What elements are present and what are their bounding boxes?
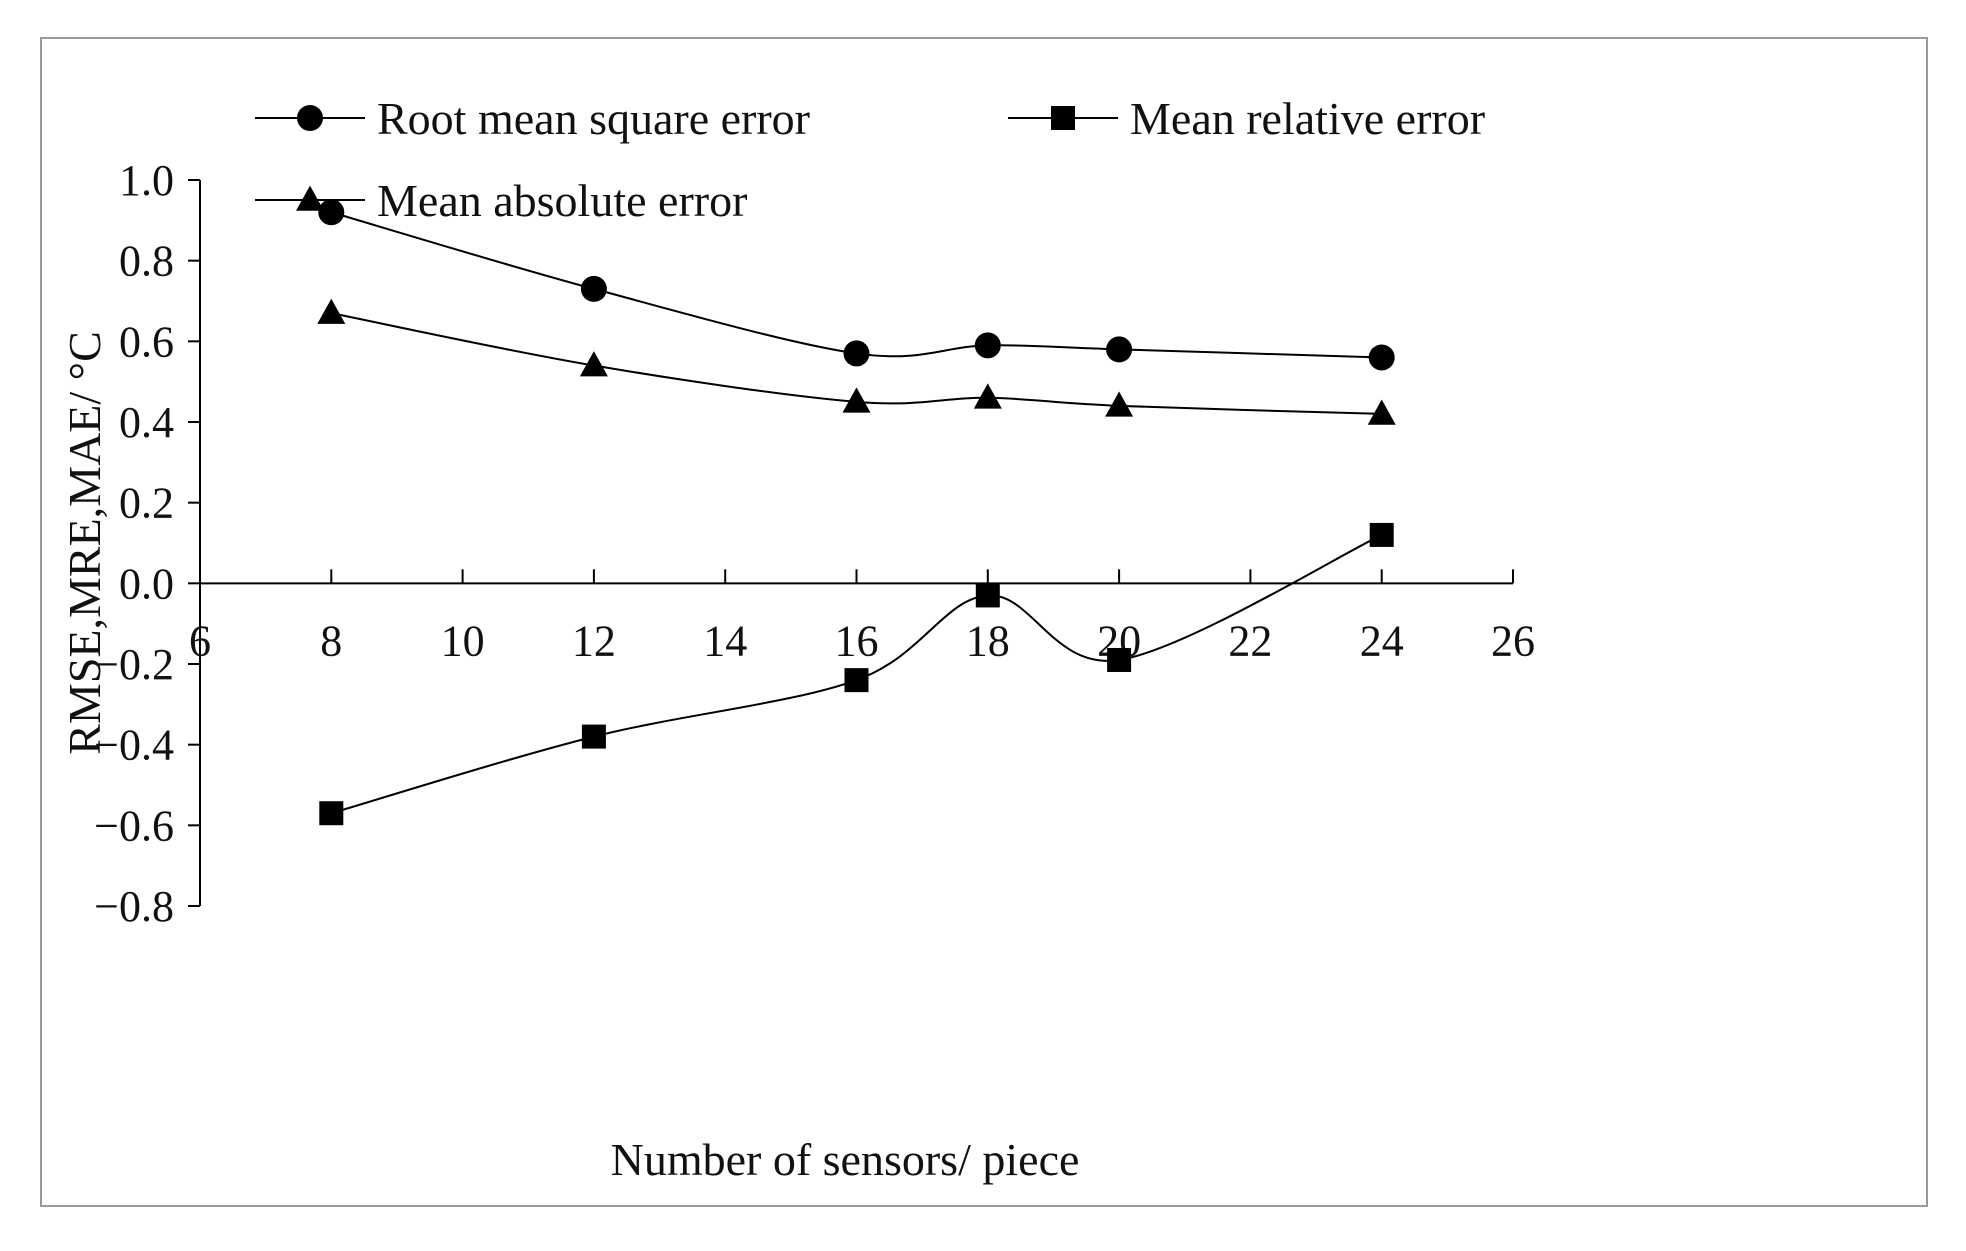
circle-point <box>843 340 870 367</box>
series-line-circle <box>331 211 1382 359</box>
legend-label: Root mean square error <box>377 93 810 144</box>
x-tick-label: 12 <box>572 616 616 665</box>
series-circle <box>318 199 1395 371</box>
series-square <box>319 522 1394 826</box>
y-tick-label: 0.8 <box>119 237 174 286</box>
series-triangle <box>317 298 1396 425</box>
square-point <box>1369 522 1394 547</box>
y-tick-label: 0.2 <box>119 479 174 528</box>
x-tick-label: 10 <box>441 616 485 665</box>
x-tick-label: 14 <box>703 616 747 665</box>
legend-item: Root mean square error <box>255 93 810 144</box>
legend-item: Mean absolute error <box>255 175 747 226</box>
y-tick-label: 0.4 <box>119 398 174 447</box>
y-axis-title: RMSE,MRE,MAE/ °C <box>59 331 110 755</box>
triangle-point <box>1367 399 1396 425</box>
legend-marker-triangle <box>296 185 324 211</box>
square-point <box>1107 647 1132 672</box>
triangle-point <box>579 351 608 377</box>
y-tick-label: 1.0 <box>119 156 174 205</box>
x-tick-label: 22 <box>1228 616 1272 665</box>
y-tick-label: 0.6 <box>119 317 174 366</box>
x-tick-label: 6 <box>189 616 211 665</box>
triangle-point <box>317 298 346 324</box>
circle-point <box>974 332 1001 359</box>
legend-marker-square <box>1051 106 1075 130</box>
y-tick-label: −0.4 <box>94 721 174 770</box>
axes: 1.0 0.8 0.6 0.4 0.2 0.0 −0.2 −0.4 −0.6 −0.8 6 8 10 12… <box>94 156 1535 931</box>
y-tick-label: 0.0 <box>119 559 174 608</box>
y-tick-label: −0.2 <box>94 640 174 689</box>
x-tick-label: 18 <box>966 616 1010 665</box>
circle-point <box>580 275 607 302</box>
triangle-point <box>973 383 1002 409</box>
circle-point <box>318 199 345 226</box>
x-tick-label: 24 <box>1360 616 1404 665</box>
circle-point <box>1106 336 1133 363</box>
x-axis-title: Number of sensors/ piece <box>611 1134 1080 1185</box>
circle-point <box>1368 344 1395 371</box>
y-tick-label: −0.8 <box>94 882 174 931</box>
square-point <box>975 583 1000 608</box>
series-line-square <box>331 534 1383 815</box>
legend: Root mean square error Mean relative erro… <box>255 93 1485 226</box>
series-layer <box>317 199 1396 826</box>
legend-item: Mean relative error <box>1008 93 1485 144</box>
series-line-triangle <box>331 312 1382 415</box>
chart-frame <box>40 37 1928 1207</box>
x-tick-label: 16 <box>835 616 879 665</box>
x-tick-label: 8 <box>320 616 342 665</box>
y-tick-label: −0.6 <box>94 801 174 850</box>
triangle-point <box>842 387 871 413</box>
square-point <box>319 801 344 826</box>
triangle-point <box>1105 391 1134 417</box>
x-tick-label: 26 <box>1491 616 1535 665</box>
square-point <box>581 724 606 749</box>
legend-label: Mean relative error <box>1130 93 1485 144</box>
legend-marker-circle <box>297 105 323 131</box>
square-point <box>844 668 869 693</box>
legend-label: Mean absolute error <box>377 175 747 226</box>
